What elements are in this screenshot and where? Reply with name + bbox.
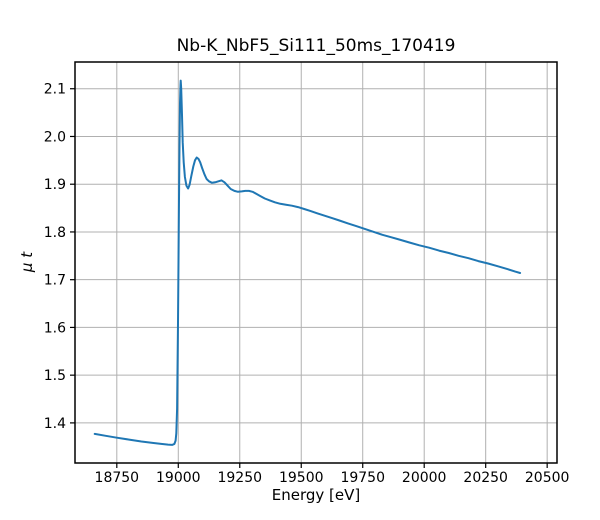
y-tick-label: 1.4 [44, 416, 66, 432]
plot-border [74, 61, 558, 464]
x-tick-label: 19750 [340, 470, 385, 486]
y-tick-label: 1.6 [44, 320, 66, 336]
x-tick-label: 19000 [156, 470, 201, 486]
y-tick-label: 1.9 [44, 177, 66, 193]
x-tick-label: 19500 [279, 470, 324, 486]
x-tick-label: 20250 [463, 470, 508, 486]
x-tick-label: 20500 [525, 470, 570, 486]
y-axis-label: μ t [18, 251, 36, 273]
y-tick-label: 1.8 [44, 225, 66, 241]
y-tick-label: 1.5 [44, 368, 66, 384]
y-tick-label: 2.1 [44, 82, 66, 98]
y-tick-label: 1.7 [44, 273, 66, 289]
x-tick-label: 20000 [402, 470, 447, 486]
chart-title: Nb-K_NbF5_Si111_50ms_170419 [176, 36, 456, 56]
x-tick-label: 18750 [95, 470, 140, 486]
data-line [93, 79, 522, 446]
x-tick-label: 19250 [217, 470, 262, 486]
x-axis-label: Energy [eV] [271, 486, 361, 504]
y-tick-label: 2.0 [44, 129, 66, 145]
